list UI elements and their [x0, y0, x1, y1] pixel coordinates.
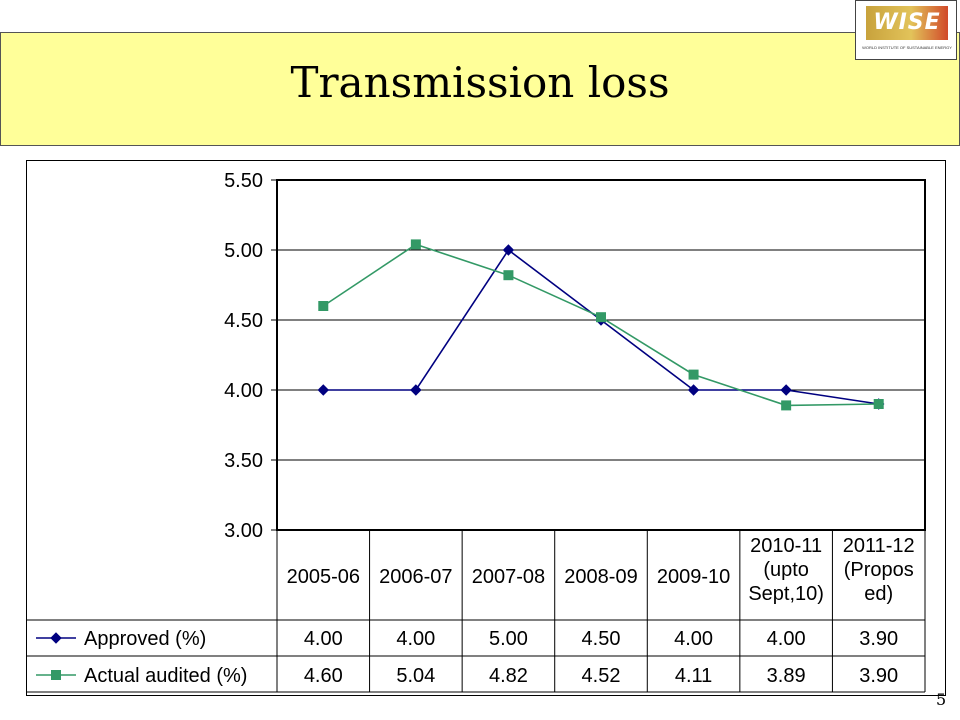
x-tick-label: (upto — [763, 559, 809, 581]
page-number: 5 — [936, 690, 947, 709]
data-table-cell: 4.00 — [674, 628, 713, 650]
y-tick-label: 3.50 — [224, 450, 263, 472]
x-tick-label: Sept,10) — [748, 583, 824, 605]
data-table-cell: 3.90 — [859, 665, 898, 687]
data-point-diamond — [780, 384, 792, 396]
data-point-square — [410, 239, 421, 250]
data-table-cell: 4.00 — [396, 628, 435, 650]
data-point-square — [688, 369, 699, 380]
x-tick-label: (Propos — [844, 559, 914, 581]
data-table-cell: 5.00 — [489, 628, 528, 650]
legend-label: Actual audited (%) — [84, 665, 247, 687]
x-tick-label: 2010-11 — [750, 535, 822, 557]
legend-marker-diamond — [50, 632, 62, 644]
data-table-cell: 4.82 — [489, 665, 528, 687]
data-point-diamond — [410, 384, 422, 396]
y-tick-label: 4.00 — [224, 380, 263, 402]
y-tick-label: 5.00 — [224, 240, 263, 262]
data-point-diamond — [687, 384, 700, 396]
data-table-cell: 4.00 — [767, 628, 806, 650]
x-tick-label: ed) — [864, 583, 893, 605]
x-tick-label: 2009-10 — [657, 566, 730, 588]
x-tick-label: 2006-07 — [379, 566, 452, 588]
logo-subtext: WORLD INSTITUTE OF SUSTAINABLE ENERGY — [862, 45, 952, 50]
data-table-cell: 4.60 — [304, 665, 343, 687]
data-point-diamond — [502, 244, 515, 256]
y-tick-label: 5.50 — [224, 170, 263, 192]
data-table-cell: 3.89 — [767, 665, 806, 687]
chart-frame — [26, 160, 946, 696]
logo-wordmark: WISE — [866, 6, 948, 40]
data-point-square — [318, 301, 329, 311]
x-tick-label: 2011-12 — [843, 535, 915, 557]
x-tick-label: 2008-09 — [564, 566, 637, 588]
data-point-square — [596, 312, 606, 323]
data-table-cell: 4.50 — [582, 628, 621, 650]
data-point-square — [781, 400, 792, 411]
data-table-cell: 4.00 — [304, 628, 343, 650]
y-tick-label: 3.00 — [224, 520, 263, 542]
wise-logo: WISE WORLD INSTITUTE OF SUSTAINABLE ENER… — [855, 0, 957, 60]
slide-title: Transmission loss — [290, 58, 670, 107]
x-tick-label: 2005-06 — [287, 566, 360, 588]
legend-label: Approved (%) — [84, 628, 206, 650]
data-table-cell: 3.90 — [859, 628, 898, 650]
data-table-cell: 4.52 — [582, 665, 621, 687]
data-table-cell: 4.11 — [675, 665, 712, 687]
title-band — [0, 32, 960, 146]
plot-area — [276, 179, 926, 531]
x-tick-label: 2007-08 — [472, 566, 545, 588]
data-table-cell: 5.04 — [396, 665, 435, 687]
data-point-diamond — [317, 384, 329, 396]
data-point-square — [873, 399, 884, 409]
legend-marker-square — [51, 670, 61, 680]
series-line — [323, 248, 879, 405]
y-tick-label: 4.50 — [224, 310, 263, 332]
data-point-square — [503, 270, 514, 281]
